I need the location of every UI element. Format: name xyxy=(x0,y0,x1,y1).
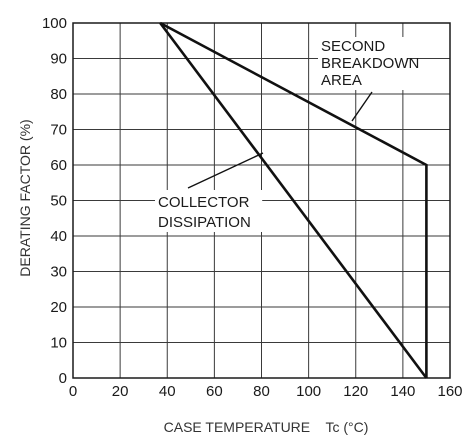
collector-dissipation-line xyxy=(159,22,428,379)
y-tick-label: 10 xyxy=(50,335,67,352)
collector-dissipation-label-line: COLLECTOR xyxy=(158,194,250,211)
collector-dissipation-label-line: DISSIPATION xyxy=(158,214,251,231)
y-tick-label: 50 xyxy=(50,193,67,210)
x-tick-label: 100 xyxy=(296,383,321,400)
x-tick-label: 20 xyxy=(112,383,129,400)
y-tick-label: 40 xyxy=(50,228,67,245)
y-axis-label: DERATING FACTOR (%) xyxy=(17,119,33,276)
second-breakdown-label-line: SECOND xyxy=(321,38,385,55)
y-tick-label: 90 xyxy=(50,51,67,68)
collector-dissipation-leader xyxy=(187,152,264,189)
y-tick-label: 30 xyxy=(50,264,67,281)
y-tick-label: 60 xyxy=(50,157,67,174)
x-tick-label: 80 xyxy=(253,383,270,400)
second-breakdown-label-bg xyxy=(318,37,407,90)
tick-labels: 0 20 40 60 80 100 120 140 160 0 10 20 30 40 50 60 70 80 90… xyxy=(42,15,463,400)
x-tick-label: 40 xyxy=(159,383,176,400)
second-breakdown-leader xyxy=(351,91,373,122)
x-tick-label: 120 xyxy=(343,383,368,400)
x-axis-label: CASE TEMPERATURE Tc (°C) xyxy=(164,419,369,435)
y-tick-label: 80 xyxy=(50,86,67,103)
second-breakdown-label-line: AREA xyxy=(321,72,362,89)
x-tick-label: 0 xyxy=(69,383,77,400)
collector-dissipation-label-bg xyxy=(155,190,263,232)
x-tick-label: 140 xyxy=(390,383,415,400)
x-tick-label: 160 xyxy=(437,383,462,400)
y-tick-label: 20 xyxy=(50,299,67,316)
y-tick-label: 70 xyxy=(50,122,67,139)
y-tick-label: 100 xyxy=(42,15,67,32)
second-breakdown-area-line xyxy=(159,21,428,378)
series xyxy=(159,21,428,379)
x-tick-label: 60 xyxy=(206,383,223,400)
axes xyxy=(72,22,451,379)
y-tick-label: 0 xyxy=(59,370,67,387)
second-breakdown-label-line: BREAKDOWN xyxy=(321,55,419,72)
plot-frame xyxy=(72,22,451,379)
